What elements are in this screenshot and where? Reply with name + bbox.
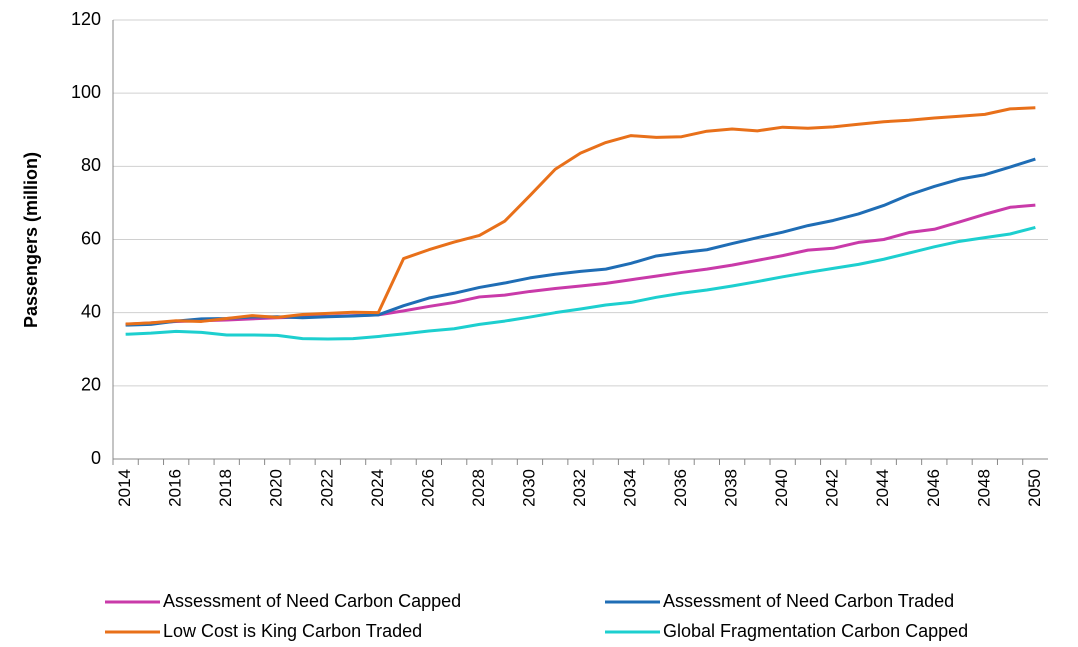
x-tick-label: 2018	[216, 469, 235, 507]
x-tick-label: 2032	[570, 469, 589, 507]
y-tick-label: 40	[81, 301, 101, 321]
x-tick-label: 2024	[368, 469, 387, 507]
y-tick-label: 20	[81, 375, 101, 395]
legend-label: Low Cost is King Carbon Traded	[163, 621, 422, 641]
x-tick-label: 2028	[469, 469, 488, 507]
x-tick-label: 2022	[317, 469, 336, 507]
x-tick-label: 2026	[418, 469, 437, 507]
x-tick-label: 2050	[1025, 469, 1044, 507]
y-tick-label: 0	[91, 448, 101, 468]
x-tick-label: 2036	[671, 469, 690, 507]
y-tick-label: 80	[81, 155, 101, 175]
x-tick-label: 2014	[115, 469, 134, 507]
x-tick-label: 2038	[722, 469, 741, 507]
legend-label: Global Fragmentation Carbon Capped	[663, 621, 968, 641]
x-tick-label: 2046	[924, 469, 943, 507]
legend-label: Assessment of Need Carbon Capped	[163, 591, 461, 611]
x-tick-label: 2042	[823, 469, 842, 507]
x-tick-label: 2020	[267, 469, 286, 507]
x-tick-label: 2034	[621, 469, 640, 507]
x-tick-label: 2030	[519, 469, 538, 507]
x-tick-label: 2048	[974, 469, 993, 507]
y-tick-label: 60	[81, 228, 101, 248]
series-line	[125, 225, 1036, 341]
series-line	[125, 157, 1036, 327]
series-line	[125, 106, 1036, 326]
x-tick-label: 2044	[873, 469, 892, 507]
legend-label: Assessment of Need Carbon Traded	[663, 591, 954, 611]
x-tick-label: 2016	[166, 469, 185, 507]
y-axis-label: Passengers (million)	[21, 152, 41, 328]
x-tick-label: 2040	[772, 469, 791, 507]
series-line	[125, 203, 1036, 326]
y-tick-label: 120	[71, 9, 101, 29]
y-tick-label: 100	[71, 82, 101, 102]
